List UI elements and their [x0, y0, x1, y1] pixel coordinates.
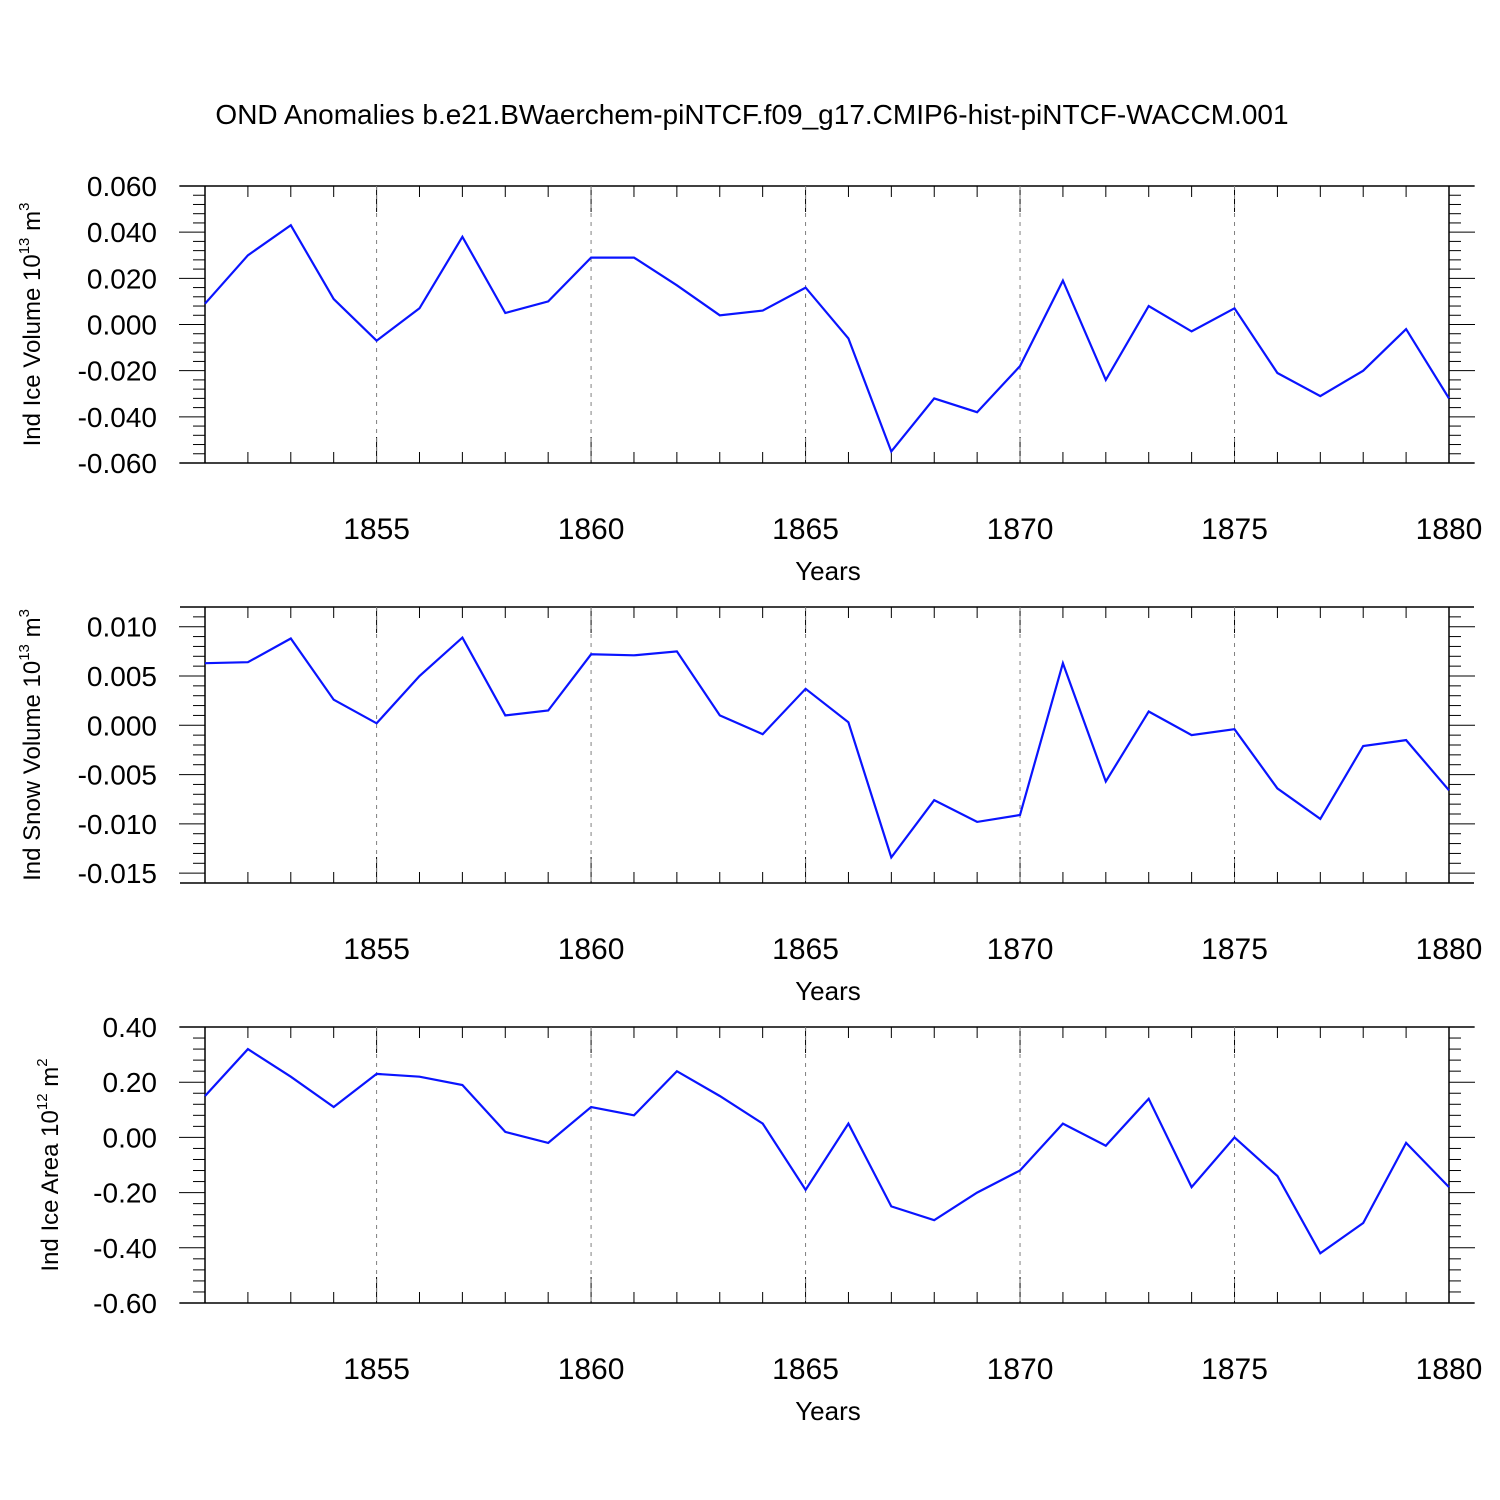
- panel-2: 1855 1860 1865 1870 1875 1880 Years 0.010 0.005 0…: [16, 606, 1483, 1006]
- series-line: [204, 223, 1450, 454]
- y-axis-label-exp: 13: [16, 644, 33, 661]
- y-axis-label-text: Ind Snow Volume 10: [19, 661, 46, 881]
- y-axis-label-unit-exp: 3: [16, 203, 33, 211]
- y-tick-label: 0.020: [87, 263, 157, 294]
- y-tick-label: -0.020: [78, 356, 157, 387]
- x-tick-label: 1870: [987, 933, 1054, 966]
- y-tick-label: 0.005: [87, 661, 157, 692]
- x-tick-label: 1860: [558, 513, 625, 546]
- y-axis-label-exp: 13: [16, 238, 33, 255]
- y-tick-label: -0.015: [78, 858, 157, 889]
- panel-1: 1855 1860 1865 1870 1875 1880 Years 0.060 0.040 0…: [16, 171, 1482, 586]
- y-tick-label: 0.000: [87, 710, 157, 741]
- panel-3: 1855 1860 1865 1870 1875 1880 Years 0.40 0.20 0.0…: [34, 1012, 1482, 1426]
- x-tick-label: 1860: [558, 933, 625, 966]
- y-axis-label-exp: 12: [34, 1093, 51, 1110]
- panels: 1855 1860 1865 1870 1875 1880 Years 0.060 0.040 0…: [16, 171, 1482, 1426]
- figure-title: OND Anomalies b.e21.BWaerchem-piNTCF.f09…: [215, 99, 1288, 130]
- x-tick-label: 1870: [987, 513, 1054, 546]
- y-tick-label: 0.060: [87, 171, 157, 202]
- x-tick-label: 1865: [772, 513, 839, 546]
- y-tick-label: -0.20: [93, 1178, 157, 1209]
- x-tick-label: 1880: [1416, 1353, 1483, 1386]
- y-axis-label-text: Ind Ice Area 10: [37, 1110, 64, 1271]
- y-tick-label: -0.60: [93, 1288, 157, 1319]
- x-tick-label: 1870: [987, 1353, 1054, 1386]
- x-tick-label: 1875: [1201, 513, 1268, 546]
- x-tick-label: 1875: [1201, 933, 1268, 966]
- y-axis-label-unit: m: [19, 211, 46, 238]
- x-tick-label: 1855: [343, 513, 410, 546]
- x-tick-label: 1875: [1201, 1353, 1268, 1386]
- x-axis-label: Years: [795, 556, 861, 586]
- y-tick-label: 0.040: [87, 217, 157, 248]
- series-line: [204, 1047, 1450, 1255]
- y-axis-label-unit-exp: 2: [34, 1058, 51, 1066]
- y-tick-label: -0.010: [78, 809, 157, 840]
- x-axis-label: Years: [795, 976, 861, 1006]
- x-tick-label: 1855: [343, 933, 410, 966]
- y-tick-label: 0.20: [103, 1067, 158, 1098]
- y-axis-label-text: Ind Ice Volume 10: [19, 254, 46, 446]
- x-tick-label: 1865: [772, 933, 839, 966]
- y-tick-label: -0.060: [78, 448, 157, 479]
- x-tick-label: 1880: [1416, 933, 1483, 966]
- y-tick-label: 0.00: [103, 1122, 158, 1153]
- y-axis-label: Ind Ice Area 1012 m2: [34, 1058, 64, 1271]
- y-axis-label-unit: m: [19, 617, 46, 644]
- y-tick-label: -0.040: [78, 402, 157, 433]
- y-tick-label: 0.40: [103, 1012, 158, 1043]
- y-axis-label-unit-exp: 3: [16, 609, 33, 617]
- x-axis-label: Years: [795, 1396, 861, 1426]
- series-line: [204, 635, 1450, 860]
- x-tick-label: 1880: [1416, 513, 1483, 546]
- y-tick-label: -0.005: [78, 760, 157, 791]
- y-axis-label: Ind Ice Volume 1013 m3: [16, 203, 46, 447]
- x-tick-label: 1865: [772, 1353, 839, 1386]
- y-axis-label-unit: m: [37, 1067, 64, 1094]
- y-axis-label: Ind Snow Volume 1013 m3: [16, 609, 46, 881]
- y-tick-label: 0.000: [87, 310, 157, 341]
- x-tick-label: 1855: [343, 1353, 410, 1386]
- y-tick-label: 0.010: [87, 612, 157, 643]
- x-tick-label: 1860: [558, 1353, 625, 1386]
- y-tick-label: -0.40: [93, 1233, 157, 1264]
